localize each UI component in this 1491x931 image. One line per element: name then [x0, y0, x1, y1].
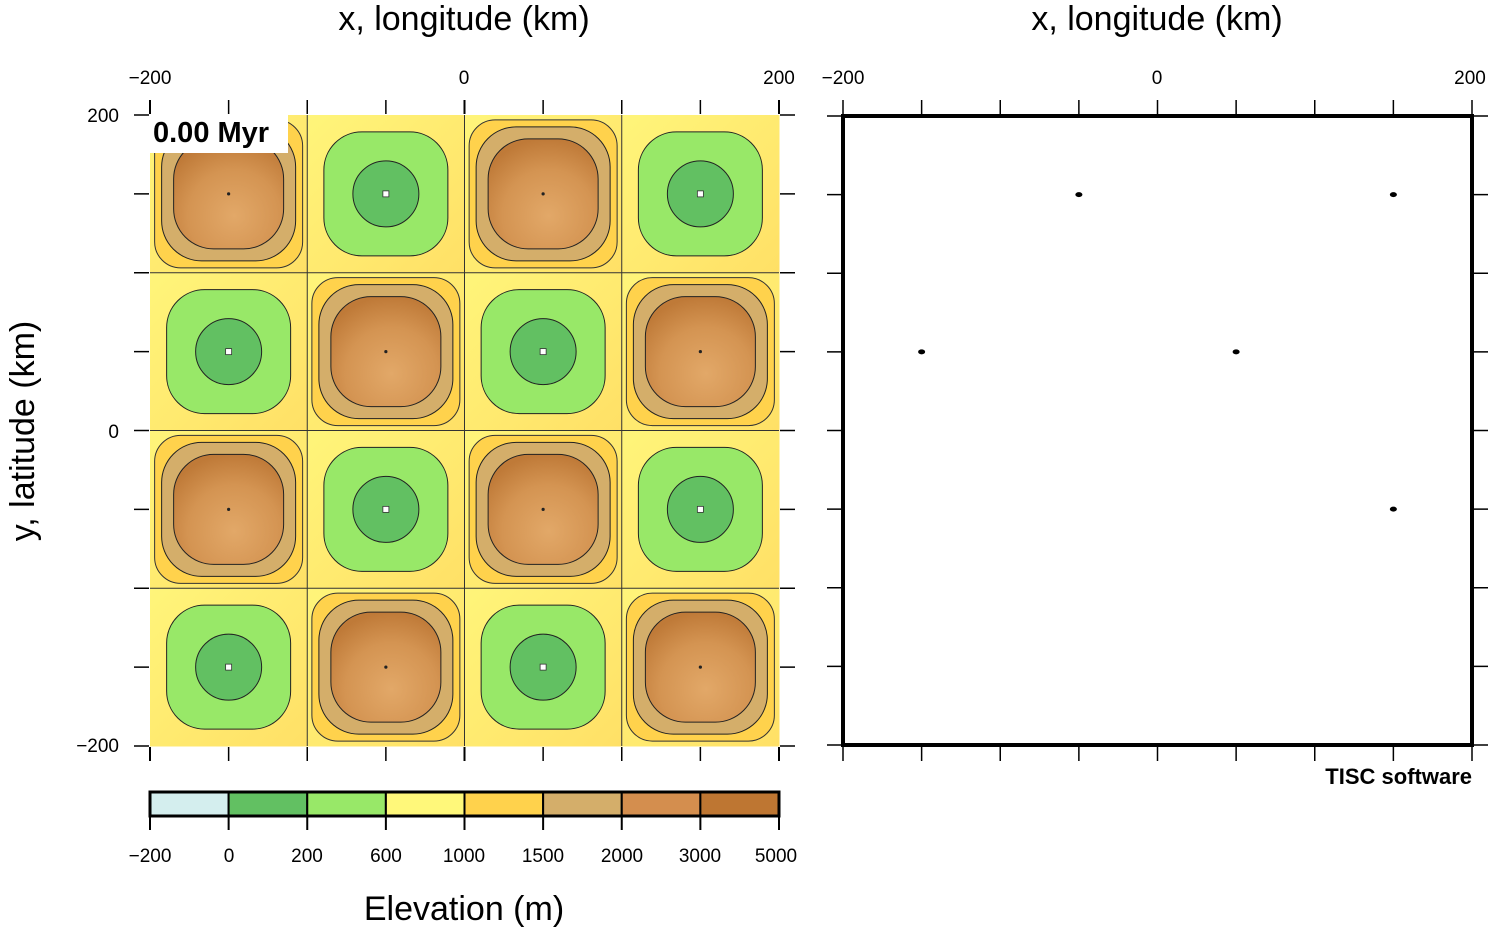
peak-marker: [384, 665, 388, 669]
colorbar-tick-label: 1000: [443, 846, 485, 867]
grid-cell-low: [464, 588, 623, 747]
colorbar-swatch: [620, 791, 702, 817]
grid-cell-high: [307, 588, 465, 747]
colorbar-tick-label: 2000: [601, 846, 643, 867]
grid-cell-high: [621, 588, 780, 747]
left-x-tick-label: 0: [459, 68, 470, 89]
right-top-axis-title: x, longitude (km): [1031, 0, 1282, 38]
left-y-tick-label: 0: [108, 422, 119, 443]
left-y-tick-label: −200: [76, 736, 119, 757]
peak-marker: [227, 192, 231, 196]
peak-marker: [227, 507, 231, 511]
low-marker: [539, 663, 547, 671]
grid-cell-high: [464, 430, 623, 589]
grid-cell-high: [464, 115, 623, 274]
grid-cell-low: [307, 115, 465, 274]
left-x-tick-label: 200: [763, 68, 795, 89]
low-marker: [539, 348, 547, 356]
colorbar-tick-label: 5000: [755, 846, 797, 867]
right-map: x, longitude (km) −200 0 200 TISC softwa…: [822, 0, 1488, 789]
left-top-axis-title: x, longitude (km): [338, 0, 589, 38]
grid-cell-low: [621, 115, 780, 274]
right-map-ticks: [827, 100, 1488, 761]
peak-marker: [384, 350, 388, 354]
colorbar-tick-label: 3000: [679, 846, 721, 867]
left-x-tick-labels: −200 0 200: [129, 68, 795, 89]
grid-cell-low: [150, 272, 308, 431]
colorbar-tick-label: 1500: [522, 846, 564, 867]
colorbar-tick-label: −200: [129, 846, 172, 867]
colorbar-swatches: [149, 791, 780, 830]
colorbar: −200 0 200 600 1000 1500 2000 3000 5000 …: [129, 790, 798, 928]
time-label-box: [150, 115, 288, 153]
map-marker: [1075, 192, 1083, 198]
colorbar-tick-label: 0: [224, 846, 235, 867]
map-marker: [1232, 349, 1240, 355]
colorbar-title: Elevation (m): [364, 890, 564, 928]
grid-cell-high: [150, 430, 308, 589]
grid-cell-low: [621, 430, 780, 589]
left-x-tick-label: −200: [129, 68, 172, 89]
grid-cell-high: [621, 272, 780, 431]
low-marker: [382, 505, 390, 513]
low-marker: [696, 190, 704, 198]
right-map-frame: [841, 114, 1474, 747]
colorbar-tick-labels: −200 0 200 600 1000 1500 2000 3000 5000: [129, 846, 798, 867]
peak-marker: [541, 192, 545, 196]
map-marker: [918, 349, 926, 355]
low-marker: [382, 190, 390, 198]
colorbar-swatch: [463, 791, 545, 817]
colorbar-swatch: [227, 791, 309, 817]
grid-cell-high: [307, 272, 465, 431]
colorbar-frame: [148, 790, 781, 818]
grid-cell-low: [464, 272, 623, 431]
colorbar-swatch: [149, 791, 230, 817]
elevation-grid: [150, 115, 780, 747]
right-x-tick-label: −200: [822, 68, 865, 89]
map-marker: [1389, 506, 1397, 512]
right-map-markers: [918, 192, 1397, 512]
left-map: x, longitude (km) y, latitude (km) −200 …: [4, 0, 795, 761]
right-x-tick-label: 0: [1152, 68, 1163, 89]
peak-marker: [698, 350, 702, 354]
right-x-tick-label: 200: [1454, 68, 1486, 89]
low-marker: [225, 348, 233, 356]
left-y-tick-label: 200: [87, 106, 119, 127]
left-map-ticks: [134, 100, 795, 761]
low-marker: [225, 663, 233, 671]
grid-cell-low: [150, 588, 308, 747]
low-marker: [696, 505, 704, 513]
map-marker: [1389, 192, 1397, 198]
left-side-axis-title: y, latitude (km): [4, 321, 42, 541]
grid-cell-low: [307, 430, 465, 589]
time-label: 0.00 Myr: [153, 117, 269, 149]
left-y-tick-labels: 200 0 −200: [76, 106, 119, 757]
colorbar-tick-label: 600: [370, 846, 402, 867]
colorbar-swatch: [542, 791, 623, 817]
right-x-tick-labels: −200 0 200: [822, 68, 1486, 89]
colorbar-swatch: [699, 791, 780, 817]
peak-marker: [698, 665, 702, 669]
colorbar-swatch: [306, 791, 387, 817]
colorbar-swatch: [384, 791, 466, 817]
peak-marker: [541, 507, 545, 511]
credit-label: TISC software: [1325, 764, 1472, 789]
colorbar-tick-label: 200: [291, 846, 323, 867]
